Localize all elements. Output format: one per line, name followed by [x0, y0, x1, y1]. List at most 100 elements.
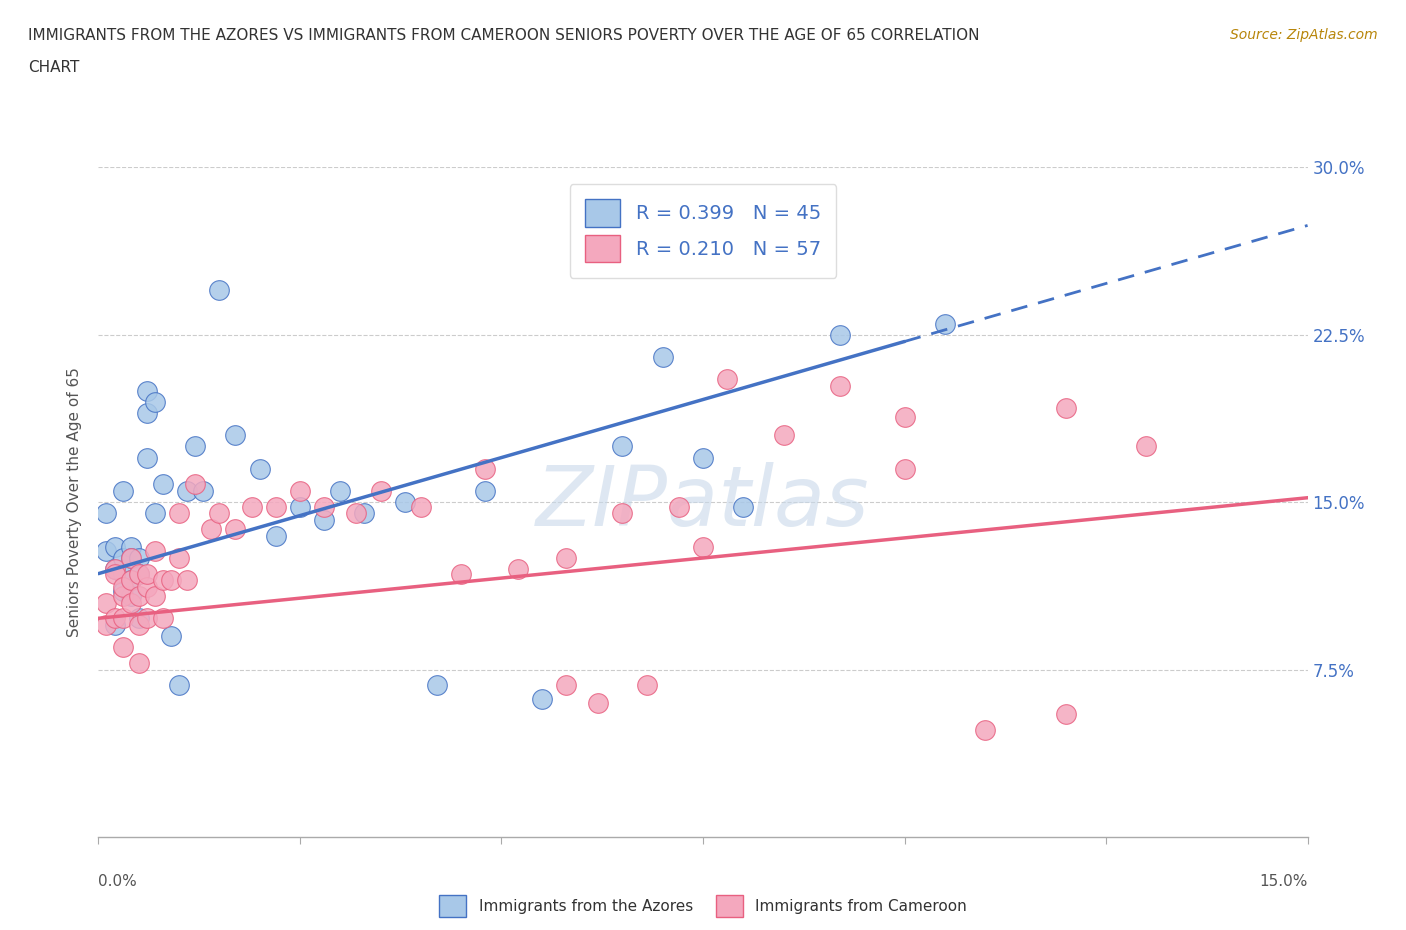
Text: 0.0%: 0.0% [98, 874, 138, 889]
Point [103, 539, 125, 554]
Point [692, 539, 714, 554]
Point [208, 283, 231, 298]
Point [934, 316, 956, 331]
Point [828, 327, 851, 342]
Point [264, 528, 287, 543]
Point [111, 611, 134, 626]
Point [152, 477, 174, 492]
Point [314, 499, 336, 514]
Point [450, 566, 472, 581]
Point [772, 428, 794, 443]
Point [329, 484, 352, 498]
Point [167, 551, 190, 565]
Point [651, 350, 673, 365]
Point [135, 405, 157, 420]
Point [370, 484, 392, 498]
Point [506, 562, 529, 577]
Point [111, 551, 134, 565]
Point [184, 477, 207, 492]
Point [143, 506, 166, 521]
Point [474, 461, 496, 476]
Point [1135, 439, 1157, 454]
Point [555, 551, 578, 565]
Point [152, 573, 174, 588]
Text: 15.0%: 15.0% [1260, 874, 1308, 889]
Point [111, 584, 134, 599]
Point [135, 450, 157, 465]
Text: Source: ZipAtlas.com: Source: ZipAtlas.com [1230, 28, 1378, 42]
Point [555, 678, 578, 693]
Point [167, 678, 190, 693]
Text: IMMIGRANTS FROM THE AZORES VS IMMIGRANTS FROM CAMEROON SENIORS POVERTY OVER THE : IMMIGRANTS FROM THE AZORES VS IMMIGRANTS… [28, 28, 980, 43]
Point [111, 484, 134, 498]
Point [120, 589, 142, 604]
Point [120, 573, 142, 588]
Point [668, 499, 690, 514]
Point [120, 573, 142, 588]
Point [409, 499, 432, 514]
Point [120, 539, 142, 554]
Point [264, 499, 287, 514]
Point [135, 383, 157, 398]
Point [111, 589, 134, 604]
Point [893, 410, 915, 425]
Point [160, 573, 183, 588]
Y-axis label: Seniors Poverty Over the Age of 65: Seniors Poverty Over the Age of 65 [67, 367, 83, 637]
Point [128, 589, 150, 604]
Point [103, 566, 125, 581]
Point [692, 450, 714, 465]
Point [103, 618, 125, 632]
Point [314, 512, 336, 527]
Point [96, 618, 118, 632]
Point [103, 611, 125, 626]
Point [474, 484, 496, 498]
Point [143, 544, 166, 559]
Point [128, 618, 150, 632]
Point [152, 611, 174, 626]
Point [120, 595, 142, 610]
Point [828, 379, 851, 393]
Point [344, 506, 367, 521]
Point [128, 566, 150, 581]
Point [128, 551, 150, 565]
Point [288, 499, 311, 514]
Point [184, 439, 207, 454]
Text: ZIPatlas: ZIPatlas [536, 461, 870, 543]
Point [128, 566, 150, 581]
Point [103, 562, 125, 577]
Point [111, 579, 134, 594]
Point [143, 589, 166, 604]
Point [224, 428, 246, 443]
Point [224, 522, 246, 537]
Point [176, 484, 198, 498]
Point [1054, 707, 1077, 722]
Point [143, 394, 166, 409]
Point [530, 691, 553, 706]
Point [103, 562, 125, 577]
Point [176, 573, 198, 588]
Point [240, 499, 263, 514]
Text: CHART: CHART [28, 60, 80, 75]
Point [111, 566, 134, 581]
Point [96, 506, 118, 521]
Point [249, 461, 271, 476]
Point [1054, 401, 1077, 416]
Point [120, 551, 142, 565]
Point [394, 495, 416, 510]
Point [167, 506, 190, 521]
Point [160, 629, 183, 644]
Point [135, 579, 157, 594]
Point [96, 595, 118, 610]
Point [208, 506, 231, 521]
Point [96, 544, 118, 559]
Point [353, 506, 375, 521]
Point [200, 522, 222, 537]
Point [636, 678, 658, 693]
Point [893, 461, 915, 476]
Point [120, 551, 142, 565]
Point [426, 678, 449, 693]
Point [111, 640, 134, 655]
Point [612, 506, 634, 521]
Point [288, 484, 311, 498]
Point [716, 372, 738, 387]
